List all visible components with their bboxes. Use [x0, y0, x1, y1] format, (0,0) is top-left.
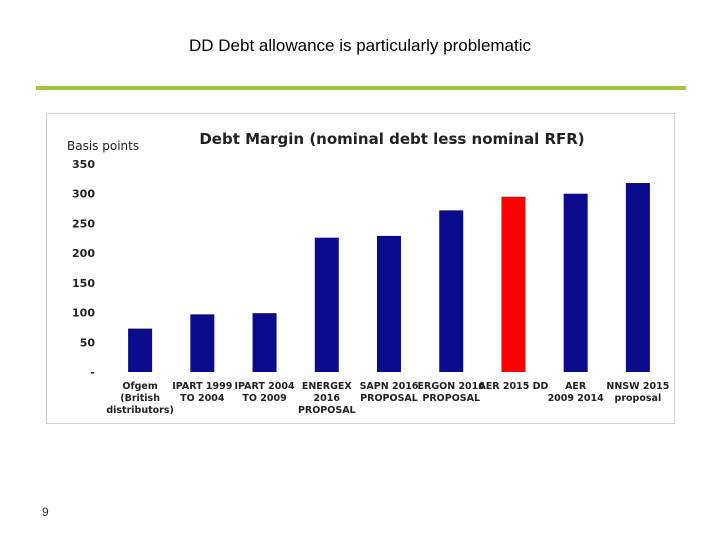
y-axis-ticks: - 50 100 150 200 250 300 350: [72, 158, 95, 379]
page-number: 9: [42, 505, 49, 519]
x-tick-label: ERGON 2016 PROPOSAL: [418, 381, 486, 404]
bar: [563, 193, 588, 372]
x-axis-labels: Ofgem (British distributors)IPART 1999 TO 2…: [106, 381, 669, 416]
y-axis-label: Basis points: [67, 139, 139, 153]
bar: [501, 196, 526, 372]
y-tick-label: 100: [72, 307, 95, 320]
x-tick-label: SAPN 2016 PROPOSAL: [360, 381, 419, 404]
x-tick-label: NNSW 2015 proposal: [606, 381, 669, 404]
y-tick-label: 300: [72, 188, 95, 201]
bar: [439, 210, 464, 372]
x-tick-label: AER 2015 DD: [478, 381, 548, 392]
y-tick-label: 200: [72, 247, 95, 260]
bar: [252, 313, 277, 372]
x-tick-label: ENERGEX 2016 PROPOSAL: [298, 381, 356, 416]
chart-container: Debt Margin (nominal debt less nominal R…: [46, 113, 675, 424]
y-tick-label: 150: [72, 277, 95, 290]
x-tick-label: AER 2009 2014: [548, 381, 605, 404]
debt-margin-chart: Debt Margin (nominal debt less nominal R…: [67, 130, 669, 416]
bar: [190, 314, 215, 372]
bar: [377, 235, 401, 372]
y-tick-label: 250: [72, 217, 95, 230]
bar: [314, 237, 339, 372]
y-tick-label: 50: [80, 336, 96, 349]
slide-title: DD Debt allowance is particularly proble…: [188, 36, 532, 55]
bar: [625, 183, 650, 372]
bars: [128, 183, 650, 372]
y-tick-label: -: [90, 366, 95, 379]
title-divider: [36, 86, 686, 90]
x-tick-label: Ofgem (British distributors): [106, 381, 174, 416]
x-tick-label: IPART 1999 TO 2004: [172, 381, 232, 404]
y-tick-label: 350: [72, 158, 95, 171]
x-tick-label: IPART 2004 TO 2009: [235, 381, 295, 404]
chart-title: Debt Margin (nominal debt less nominal R…: [199, 130, 584, 148]
bar: [128, 328, 153, 372]
